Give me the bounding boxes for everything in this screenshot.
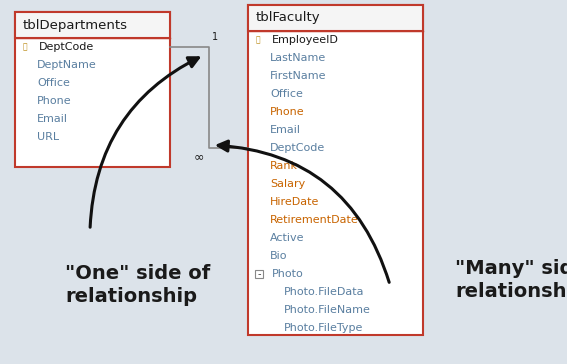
Bar (255, 270, 263, 278)
Text: Photo.FileType: Photo.FileType (284, 323, 363, 333)
Text: Photo: Photo (272, 269, 304, 279)
Text: Office: Office (270, 89, 303, 99)
Text: Photo.FileName: Photo.FileName (284, 305, 371, 315)
Text: tblFaculty: tblFaculty (256, 12, 320, 24)
Text: "Many" side of
relationship: "Many" side of relationship (455, 259, 567, 301)
Text: Phone: Phone (37, 96, 71, 106)
Text: Bio: Bio (270, 251, 287, 261)
Text: Photo.FileData: Photo.FileData (284, 287, 365, 297)
Text: Salary: Salary (270, 179, 305, 189)
Text: Rank: Rank (270, 161, 298, 171)
Text: tblDepartments: tblDepartments (23, 19, 128, 32)
Text: Phone: Phone (270, 107, 304, 117)
Text: ∞: ∞ (193, 150, 204, 163)
Text: FirstName: FirstName (270, 71, 327, 81)
Text: LastName: LastName (270, 53, 326, 63)
Text: DeptName: DeptName (37, 60, 97, 70)
Text: DeptCode: DeptCode (39, 42, 94, 52)
Text: -: - (257, 269, 261, 279)
Text: RetirementDate: RetirementDate (270, 215, 359, 225)
Text: Email: Email (37, 114, 68, 124)
Bar (15, 12, 170, 167)
Text: HireDate: HireDate (270, 197, 319, 207)
Text: Office: Office (37, 78, 70, 88)
Bar (248, 5, 423, 335)
Bar (15, 12, 170, 38)
Text: 🔑: 🔑 (256, 36, 261, 44)
Text: EmployeeID: EmployeeID (272, 35, 339, 45)
Bar (248, 5, 423, 31)
Text: 🔑: 🔑 (23, 43, 28, 51)
Text: DeptCode: DeptCode (270, 143, 325, 153)
Text: Active: Active (270, 233, 304, 243)
Text: URL: URL (37, 132, 59, 142)
Text: "One" side of
relationship: "One" side of relationship (65, 264, 210, 306)
Text: 1: 1 (212, 32, 218, 42)
Text: Email: Email (270, 125, 301, 135)
